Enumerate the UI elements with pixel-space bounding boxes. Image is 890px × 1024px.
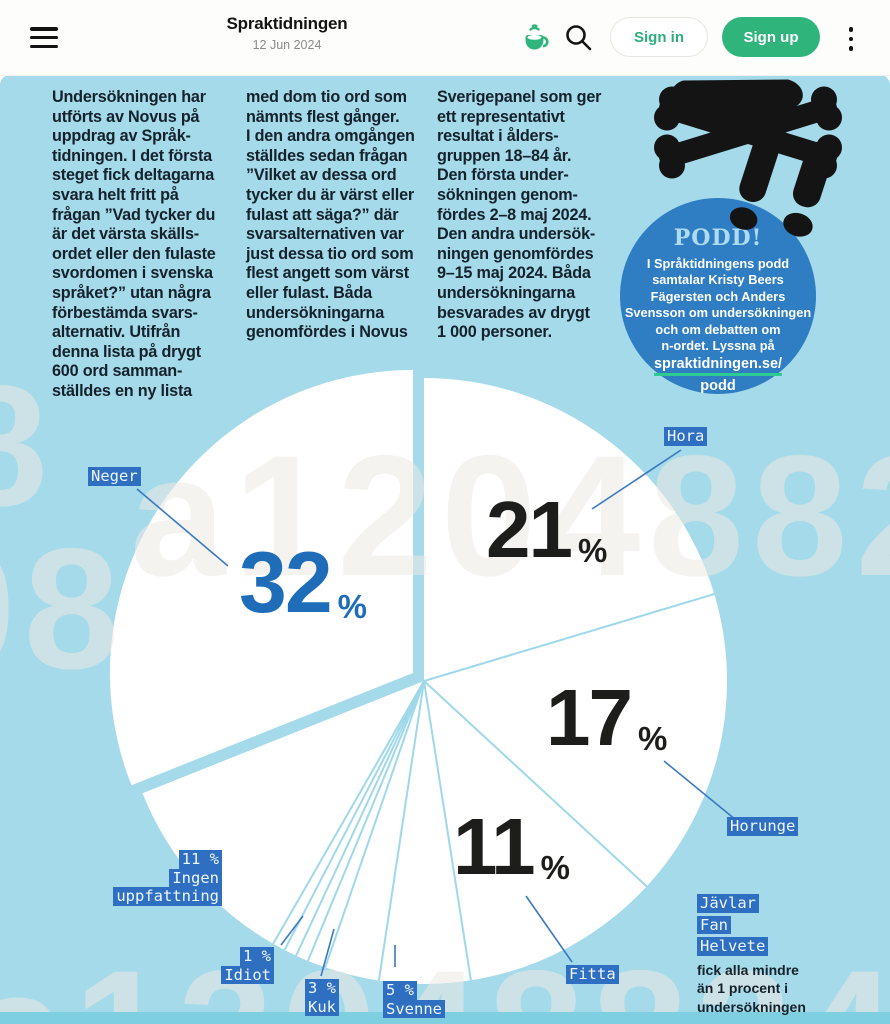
article-column-1: Undersökningen har utförts av Novus på u… bbox=[52, 88, 216, 400]
pie-slice-horunge bbox=[424, 594, 728, 887]
pie-slice-fitta bbox=[424, 681, 647, 981]
crossed-bones-icon bbox=[654, 86, 842, 179]
pie-divider bbox=[423, 680, 648, 888]
leader-line-hora bbox=[591, 449, 682, 510]
search-icon[interactable] bbox=[563, 22, 595, 54]
pie-divider bbox=[295, 680, 425, 957]
bottom-strip bbox=[0, 1012, 890, 1024]
callout-horunge: Horunge bbox=[727, 817, 799, 836]
article-column-2: med dom tio ord som nämnts flest gånger.… bbox=[246, 88, 415, 342]
exclamation-mark-icon bbox=[783, 141, 834, 237]
value-horunge: 17 % bbox=[546, 673, 668, 762]
background-watermark: a120488240 8 08 a120488240 bbox=[0, 350, 890, 1024]
callout-ingen-uppfattning: 11 % Ingen uppfattning bbox=[113, 850, 222, 906]
pie-slices bbox=[109, 370, 728, 984]
watermark-text: 08 bbox=[0, 513, 127, 705]
page-title: Spraktidningen bbox=[226, 14, 348, 33]
app-header: Spraktidningen 12 Jun 2024 Sign in Sign … bbox=[0, 0, 890, 76]
pie-divider bbox=[423, 593, 715, 682]
callout-idiot: 1 % Idiot bbox=[221, 947, 274, 985]
watermark-text: a120488240 bbox=[130, 420, 890, 612]
article-column-3: Sverigepanel som ger ett representativt … bbox=[437, 88, 602, 342]
pie-chart: a120488240 8 08 a120488240 bbox=[0, 350, 890, 1024]
callout-neger: Neger bbox=[88, 467, 141, 486]
leader-line-fitta bbox=[525, 895, 573, 963]
leader-line-idiot bbox=[280, 915, 304, 946]
callout-leader-lines bbox=[136, 449, 737, 977]
pie-slice-kuk bbox=[325, 681, 424, 981]
podcast-link-path[interactable]: podd bbox=[700, 378, 736, 395]
value-hora: 21 % bbox=[486, 485, 608, 574]
value-neger: 32 % bbox=[239, 535, 368, 631]
pie-slice-dividers bbox=[272, 593, 715, 981]
infographic-canvas: a120488240 8 08 a120488240 PODD! I Språk… bbox=[0, 75, 890, 1024]
pie-slice-svenne bbox=[378, 681, 471, 984]
pie-divider bbox=[272, 680, 425, 945]
sign-in-button[interactable]: Sign in bbox=[610, 17, 708, 57]
pie-divider bbox=[324, 680, 425, 968]
leader-line-horunge bbox=[663, 760, 737, 821]
exclamation-mark-icon bbox=[729, 137, 779, 230]
under-one-percent-note: fick alla mindre än 1 procent i undersök… bbox=[697, 961, 806, 1015]
sign-up-button[interactable]: Sign up bbox=[722, 17, 820, 57]
pie-divider bbox=[377, 680, 425, 981]
callout-kuk: 3 % Kuk bbox=[305, 979, 339, 1017]
podcast-link[interactable]: spraktidningen.se/ bbox=[653, 356, 783, 377]
menu-icon[interactable] bbox=[30, 27, 58, 49]
pie-slice-neger bbox=[109, 370, 413, 786]
value-fitta: 11 % bbox=[453, 802, 570, 891]
callout-hora: Hora bbox=[664, 427, 708, 446]
coffee-cup-icon[interactable] bbox=[519, 21, 553, 55]
pie-divider bbox=[283, 680, 425, 951]
callout-fitta: Fitta bbox=[566, 965, 619, 984]
kebab-menu-icon[interactable] bbox=[846, 27, 856, 56]
page-date: 12 Jun 2024 bbox=[252, 38, 322, 52]
leader-line-kuk bbox=[320, 928, 335, 977]
pie-divider bbox=[423, 680, 472, 981]
masthead: Spraktidningen 12 Jun 2024 bbox=[157, 14, 417, 52]
pie-slice-hora bbox=[424, 378, 715, 681]
callout-under-one-percent: Jävlar Fan Helvete fick alla mindre än 1… bbox=[697, 894, 806, 1015]
pie-divider bbox=[306, 680, 425, 962]
watermark-text: 8 bbox=[0, 350, 56, 542]
podcast-text: I Språktidningens podd samtalar Kristy B… bbox=[624, 256, 812, 354]
callout-svenne: 5 % Svenne bbox=[383, 981, 445, 1019]
leader-line-neger bbox=[136, 488, 229, 567]
podcast-promo-circle: PODD! I Språktidningens podd samtalar Kr… bbox=[620, 198, 816, 394]
skull-crossbones-decoration bbox=[654, 79, 842, 237]
